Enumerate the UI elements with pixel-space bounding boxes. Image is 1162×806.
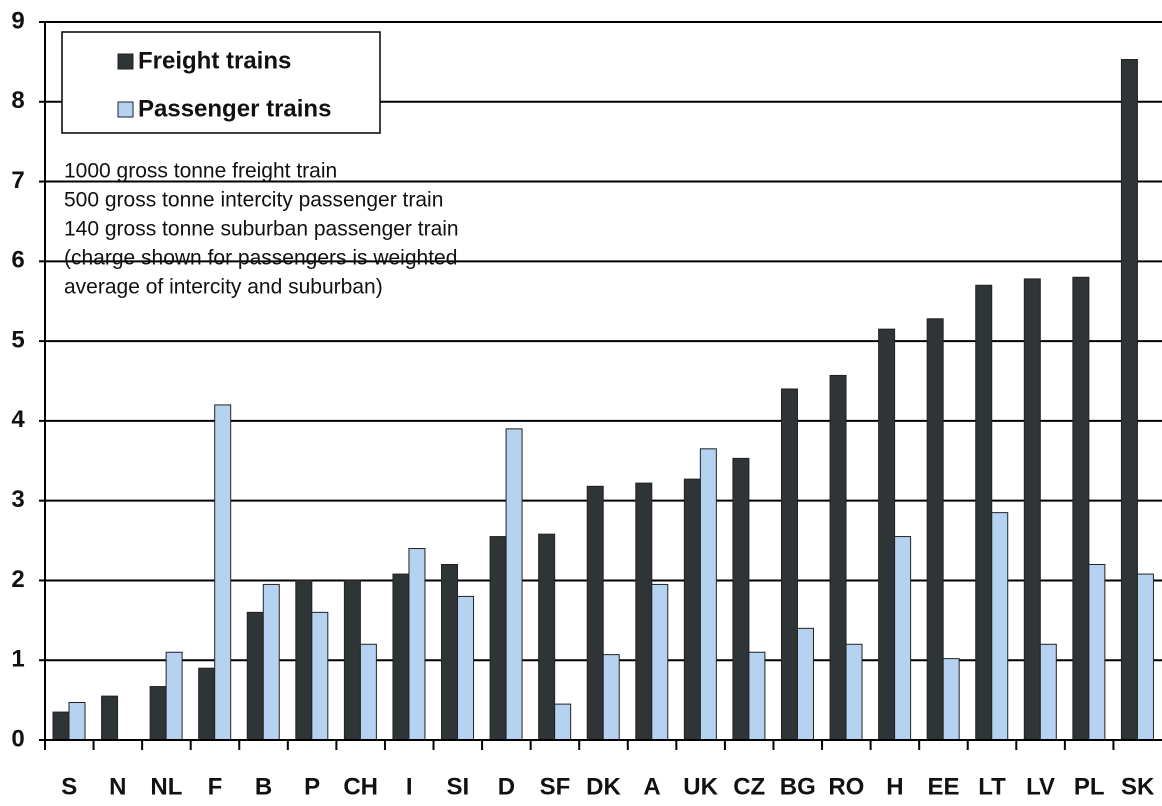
bar: [942, 658, 960, 741]
legend-label: Freight trains: [138, 47, 291, 74]
bar: [295, 579, 313, 741]
legend-label: Passenger trains: [138, 95, 331, 122]
bar: [602, 654, 620, 741]
bar: [975, 284, 993, 741]
bar: [457, 595, 475, 741]
bar: [796, 627, 814, 741]
bar: [198, 667, 216, 741]
bar: [1088, 563, 1106, 741]
x-tick-label: PL: [1074, 773, 1105, 800]
bar: [894, 536, 912, 741]
y-tick-label: 8: [11, 87, 24, 114]
x-tick-label: LV: [1026, 773, 1055, 800]
bar: [343, 579, 361, 741]
y-tick-label: 7: [11, 167, 24, 194]
x-tick-label: SK: [1121, 773, 1155, 800]
y-tick-label: 3: [11, 486, 24, 513]
bar: [408, 548, 426, 741]
x-tick-label: D: [498, 773, 515, 800]
bar: [214, 404, 232, 741]
bar: [392, 573, 410, 741]
bar: [538, 533, 556, 741]
x-tick-label: SF: [540, 773, 571, 800]
x-tick-label: CH: [343, 773, 378, 800]
bar: [311, 611, 329, 741]
x-tick-label: DK: [586, 773, 621, 800]
bar: [732, 457, 750, 741]
x-tick-label: BG: [780, 773, 816, 800]
bar: [926, 318, 944, 741]
bar: [829, 374, 847, 741]
x-tick-label: I: [406, 773, 413, 800]
bar: [651, 583, 669, 741]
annotation: 140 gross tonne suburban passenger train: [64, 218, 459, 241]
bar: [878, 328, 896, 741]
bar: [165, 651, 183, 741]
bar: [1120, 58, 1138, 741]
x-tick-label: RO: [828, 773, 864, 800]
bar: [246, 611, 264, 741]
annotation: (charge shown for passengers is weighted: [64, 247, 457, 270]
bar: [586, 485, 604, 741]
annotation: 500 gross tonne intercity passenger trai…: [64, 189, 443, 212]
bar: [68, 702, 86, 741]
x-tick-label: UK: [683, 773, 718, 800]
bar: [699, 448, 717, 741]
bar: [1072, 276, 1090, 741]
x-tick-label: CZ: [733, 773, 765, 800]
bar: [441, 563, 459, 741]
annotation: 1000 gross tonne freight train: [64, 160, 337, 183]
x-tick-label: A: [643, 773, 660, 800]
y-tick-label: 0: [11, 725, 24, 752]
x-tick-label: SI: [446, 773, 469, 800]
y-tick-label: 4: [11, 406, 25, 433]
bar: [52, 711, 70, 741]
bar: [489, 536, 507, 741]
bar: [780, 388, 798, 741]
y-tick-label: 6: [11, 247, 24, 274]
legend-swatch: [117, 101, 134, 118]
bar: [683, 478, 701, 741]
bar: [101, 695, 119, 741]
x-tick-label: P: [304, 773, 320, 800]
bar: [635, 482, 653, 741]
bar: [748, 651, 766, 741]
bar: [991, 512, 1009, 741]
bar: [1039, 643, 1057, 741]
bar: [149, 686, 167, 741]
x-tick-label: S: [61, 773, 77, 800]
legend-box: [61, 31, 381, 134]
x-tick-label: F: [208, 773, 223, 800]
x-tick-label: LT: [978, 773, 1006, 800]
y-tick-label: 5: [11, 326, 24, 353]
x-tick-label: H: [886, 773, 903, 800]
bar: [505, 428, 523, 741]
bar: [262, 583, 280, 741]
bar: [1023, 278, 1041, 741]
y-tick-label: 9: [11, 7, 24, 34]
bar: [359, 643, 377, 741]
legend-swatch: [117, 53, 134, 70]
y-tick-label: 1: [11, 646, 24, 673]
x-tick-label: EE: [927, 773, 959, 800]
annotation: average of intercity and suburban): [64, 276, 383, 299]
x-tick-label: NL: [150, 773, 182, 800]
bar: [1136, 573, 1154, 741]
bar: [554, 703, 572, 741]
y-tick-label: 2: [11, 566, 24, 593]
bar: [845, 643, 863, 741]
x-tick-label: N: [109, 773, 126, 800]
x-tick-label: B: [255, 773, 272, 800]
